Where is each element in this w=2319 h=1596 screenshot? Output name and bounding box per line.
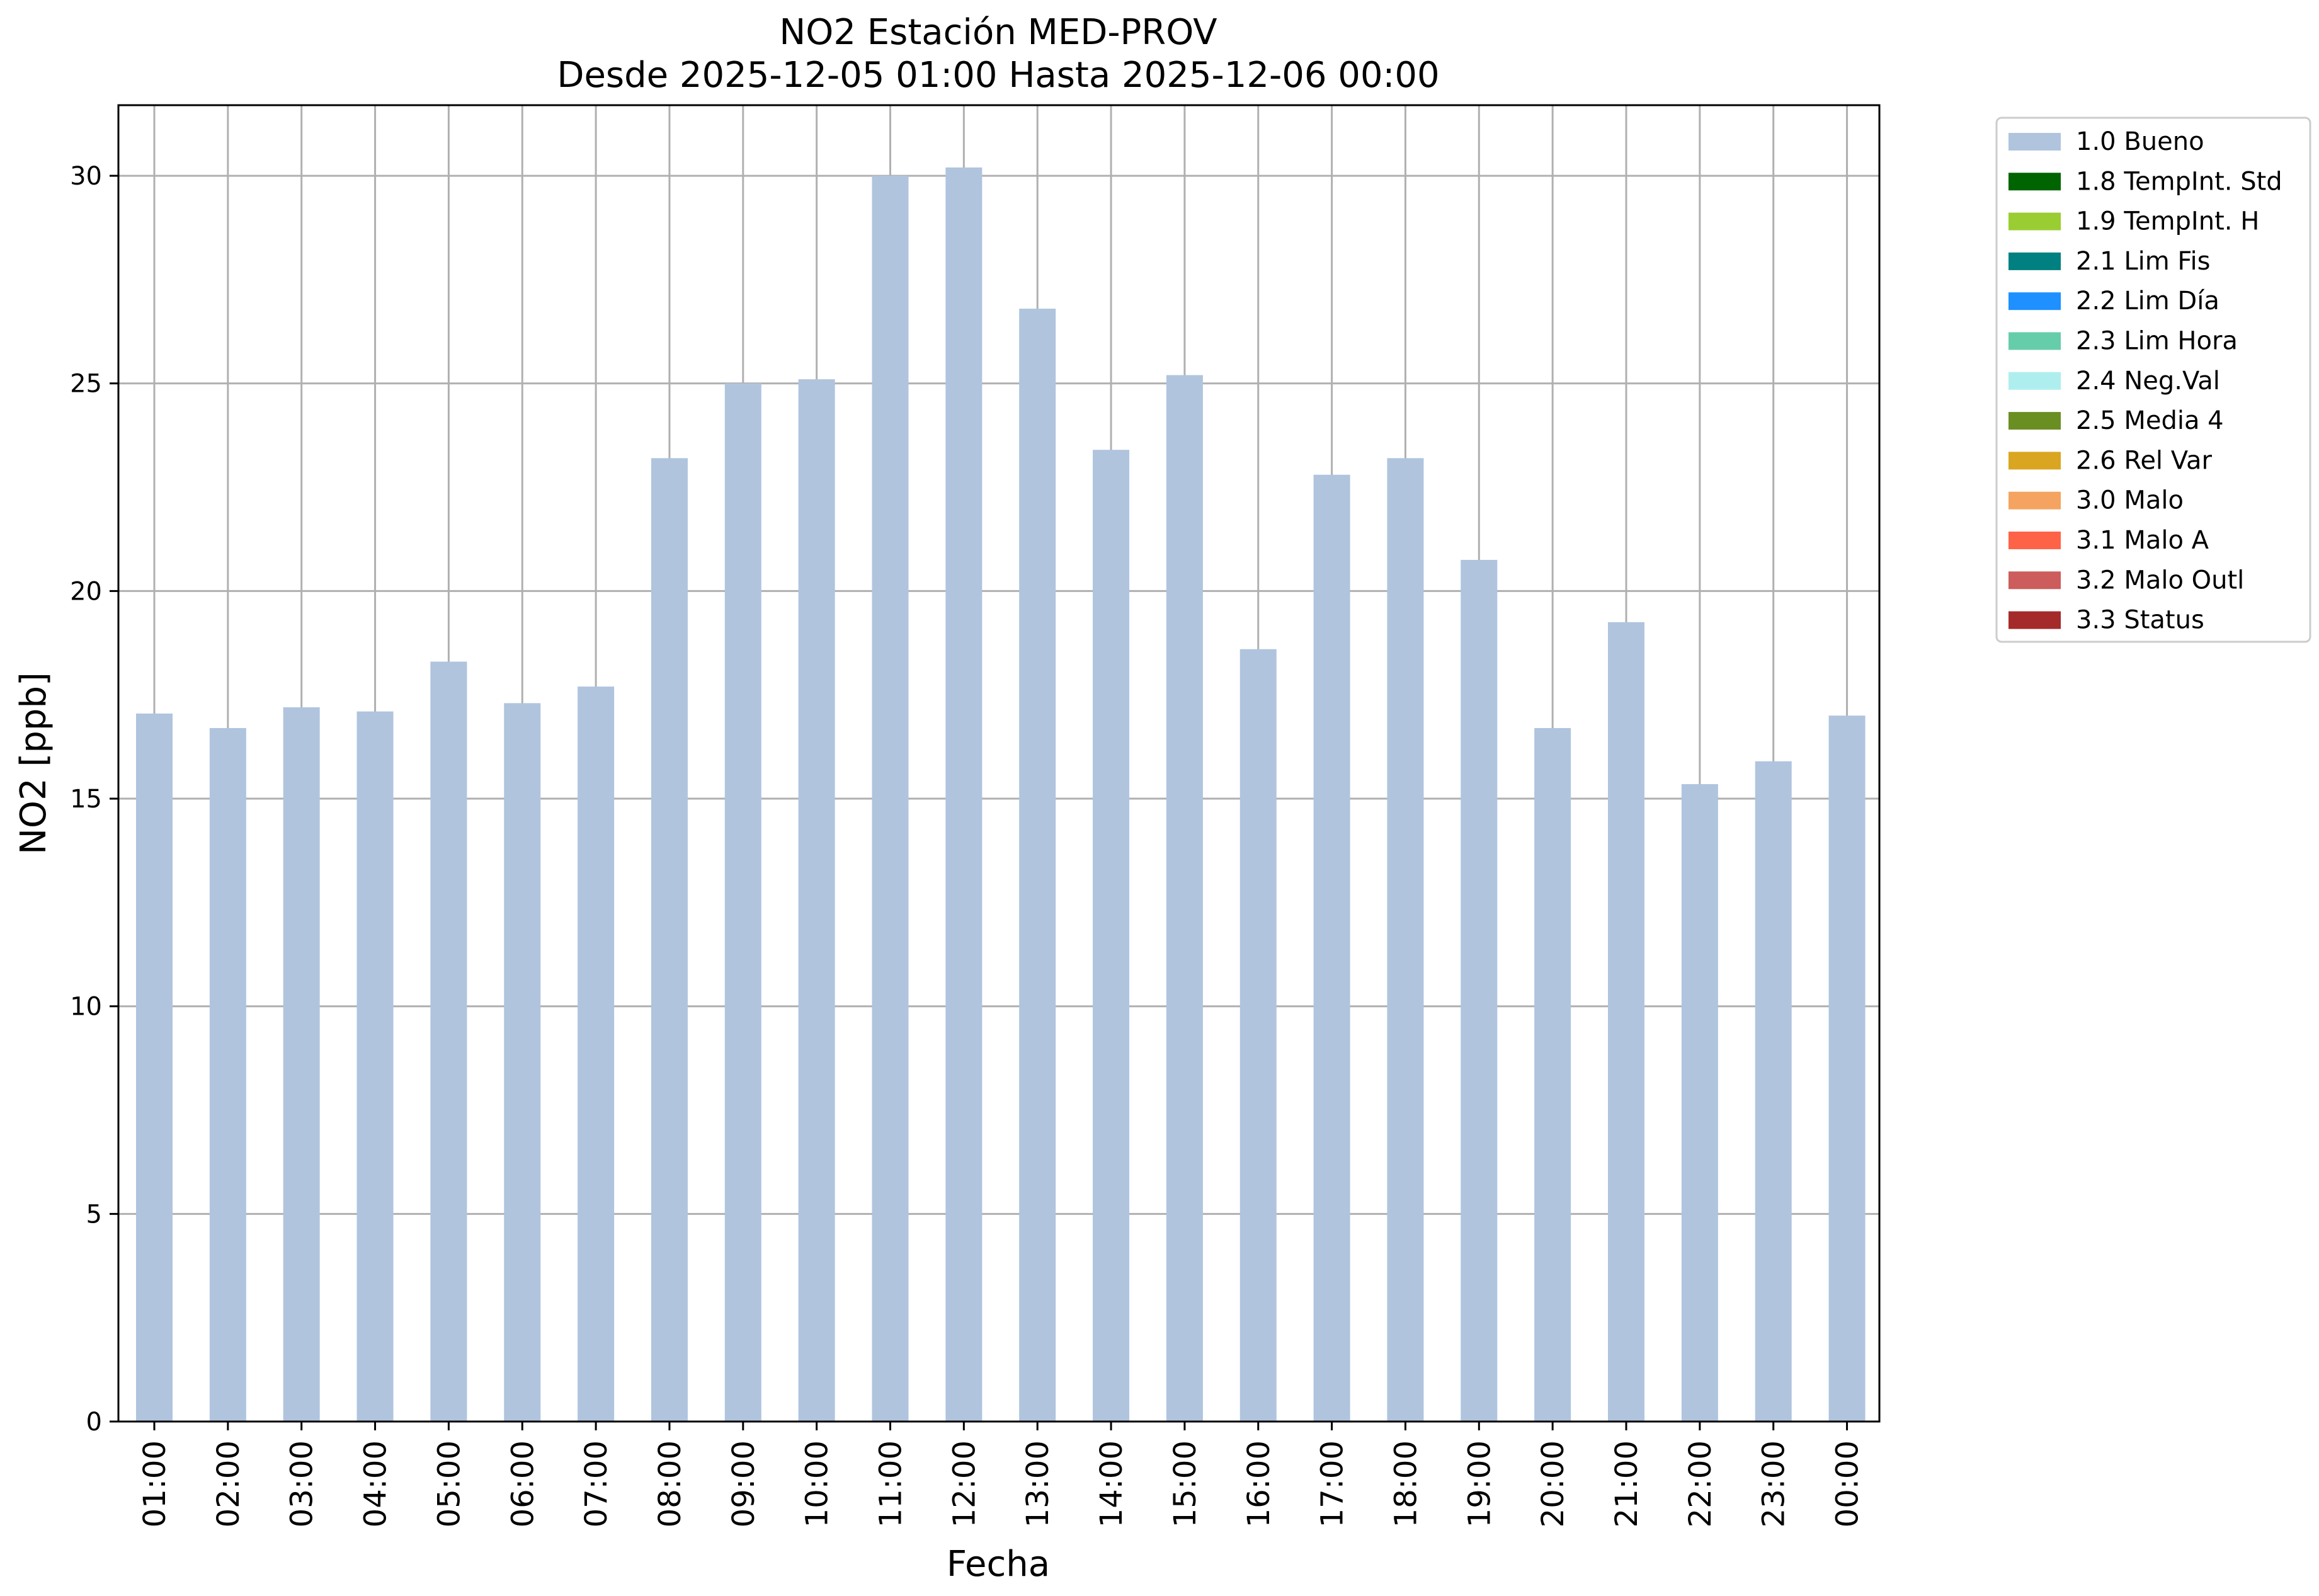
- legend-label: 2.5 Media 4: [2076, 406, 2224, 435]
- x-tick-label: 13:00: [1020, 1440, 1056, 1527]
- bar: [430, 661, 467, 1422]
- x-tick-label: 21:00: [1609, 1440, 1644, 1527]
- x-tick-label: 02:00: [211, 1440, 246, 1527]
- legend-label: 2.6 Rel Var: [2076, 446, 2213, 475]
- legend-swatch: [2008, 212, 2061, 231]
- legend-swatch: [2008, 412, 2061, 430]
- x-tick-label: 16:00: [1241, 1440, 1277, 1527]
- bar: [578, 687, 615, 1422]
- x-tick-label: 14:00: [1094, 1440, 1129, 1527]
- y-axis: 0 5 10 15 20 25 30: [70, 162, 118, 1437]
- bar: [504, 703, 541, 1422]
- bar: [1093, 450, 1130, 1422]
- bar: [1166, 375, 1203, 1422]
- legend-swatch: [2008, 252, 2061, 270]
- legend-label: 1.0 Bueno: [2076, 127, 2204, 156]
- x-axis-label: Fecha: [947, 1544, 1050, 1585]
- x-tick-label: 23:00: [1757, 1440, 1792, 1527]
- legend: 1.0 Bueno 1.8 TempInt. Std 1.9 TempInt. H 2…: [1995, 117, 2311, 643]
- legend-label: 3.2 Malo Outl: [2076, 566, 2244, 595]
- bar: [872, 176, 909, 1422]
- x-tick-label: 18:00: [1388, 1440, 1423, 1527]
- legend-label: 2.4 Neg.Val: [2076, 367, 2220, 396]
- x-tick-label: 15:00: [1168, 1440, 1203, 1527]
- x-tick-label: 11:00: [874, 1440, 909, 1527]
- bars-layer: [136, 167, 1866, 1422]
- bar: [1828, 715, 1866, 1422]
- y-tick-label: 5: [86, 1200, 102, 1229]
- bar: [651, 458, 688, 1422]
- bar: [945, 167, 983, 1422]
- x-tick-label: 09:00: [726, 1440, 761, 1527]
- bar: [1239, 649, 1277, 1422]
- bar: [1313, 474, 1350, 1422]
- x-tick-label: 06:00: [505, 1440, 540, 1527]
- legend-label: 2.1 Lim Fis: [2076, 247, 2210, 276]
- bar: [798, 379, 835, 1422]
- bar: [283, 707, 320, 1422]
- bar: [1019, 309, 1056, 1422]
- legend-frame: [1995, 117, 2311, 643]
- legend-swatch: [2008, 292, 2061, 311]
- bar: [1755, 761, 1792, 1422]
- legend-swatch: [2008, 372, 2061, 390]
- chart-title: NO2 Estación MED-PROV: [779, 12, 1217, 53]
- legend-label: 1.8 TempInt. Std: [2076, 167, 2282, 196]
- legend-swatch: [2008, 532, 2061, 549]
- legend-label: 3.0 Malo: [2076, 486, 2184, 515]
- y-tick-label: 30: [70, 162, 102, 191]
- legend-swatch: [2008, 332, 2061, 350]
- x-tick-label: 03:00: [285, 1440, 320, 1527]
- legend-swatch: [2008, 173, 2061, 191]
- y-axis-label: NO2 [ppb]: [13, 672, 54, 855]
- chart-subtitle: Desde 2025-12-05 01:00 Hasta 2025-12-06 …: [557, 55, 1439, 96]
- legend-swatch: [2008, 452, 2061, 470]
- legend-label: 3.3 Status: [2076, 606, 2204, 635]
- x-tick-label: 04:00: [358, 1440, 394, 1527]
- bar: [209, 727, 246, 1422]
- bar: [1608, 622, 1644, 1422]
- legend-label: 1.9 TempInt. H: [2076, 207, 2259, 236]
- x-tick-label: 05:00: [431, 1440, 467, 1527]
- legend-label: 3.1 Malo A: [2076, 526, 2209, 555]
- x-tick-label: 12:00: [947, 1440, 982, 1527]
- plot-frame: [117, 104, 1881, 1423]
- y-tick-label: 20: [70, 577, 102, 606]
- bar: [1534, 727, 1571, 1422]
- x-axis: 01:00 02:00 03:00 04:00 05:00 06:00 07:00 08:00…: [137, 1422, 1866, 1527]
- y-tick-label: 0: [86, 1408, 102, 1437]
- x-tick-label: 07:00: [579, 1440, 614, 1527]
- x-tick-label: 01:00: [137, 1440, 173, 1527]
- x-tick-label: 20:00: [1536, 1440, 1571, 1527]
- legend-swatch: [2008, 571, 2061, 590]
- x-tick-label: 00:00: [1830, 1440, 1866, 1527]
- x-tick-label: 17:00: [1315, 1440, 1350, 1527]
- bar: [724, 383, 761, 1422]
- y-tick-label: 15: [70, 785, 102, 814]
- bar: [356, 711, 394, 1422]
- x-tick-label: 22:00: [1683, 1440, 1718, 1527]
- legend-label: 2.3 Lim Hora: [2076, 327, 2238, 356]
- x-tick-label: 08:00: [652, 1440, 688, 1527]
- legend-label: 2.2 Lim Día: [2076, 287, 2219, 316]
- bar: [136, 713, 173, 1422]
- bar: [1681, 784, 1718, 1422]
- x-tick-label: 19:00: [1462, 1440, 1497, 1527]
- bar: [1461, 559, 1498, 1422]
- y-tick-label: 25: [70, 370, 102, 399]
- bar: [1387, 458, 1424, 1422]
- legend-swatch: [2008, 133, 2061, 151]
- legend-swatch: [2008, 491, 2061, 510]
- y-tick-label: 10: [70, 993, 102, 1022]
- legend-swatch: [2008, 611, 2061, 629]
- x-tick-label: 10:00: [800, 1440, 835, 1527]
